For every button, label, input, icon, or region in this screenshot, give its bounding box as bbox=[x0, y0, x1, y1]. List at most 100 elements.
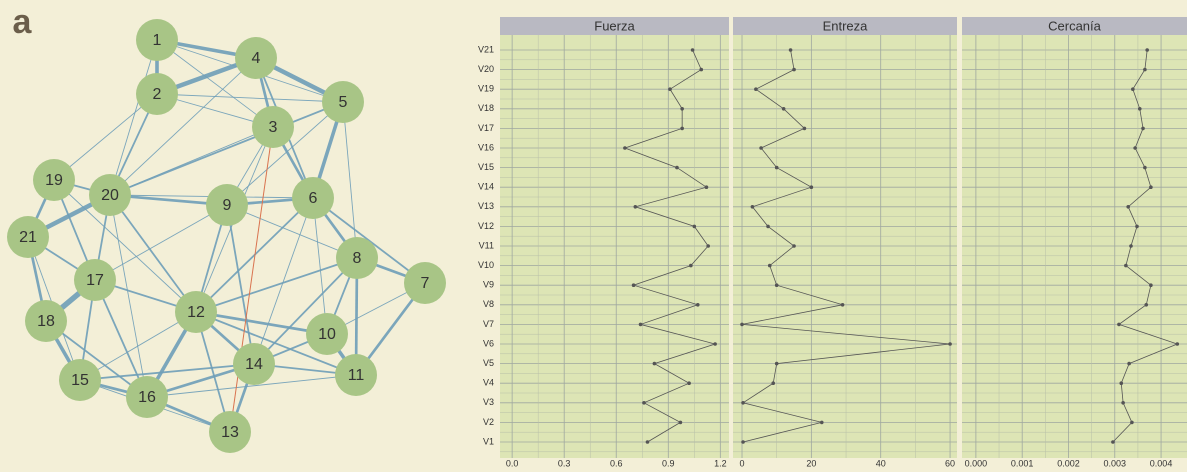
node bbox=[335, 354, 377, 396]
node-label: 11 bbox=[348, 367, 365, 384]
plot-area bbox=[500, 35, 729, 458]
node bbox=[7, 216, 49, 258]
point bbox=[1111, 440, 1115, 444]
node-label: 3 bbox=[269, 119, 278, 136]
node-label: 9 bbox=[223, 197, 232, 214]
node-label: 1 bbox=[153, 32, 162, 49]
x-tick-label: 0.3 bbox=[558, 458, 571, 468]
point bbox=[1121, 401, 1125, 405]
edge bbox=[195, 310, 328, 336]
x-tick-label: 0 bbox=[740, 458, 745, 468]
node-label: 18 bbox=[37, 313, 55, 330]
y-tick-label: V13 bbox=[478, 201, 494, 211]
edge bbox=[253, 257, 358, 365]
point bbox=[699, 67, 704, 72]
edge bbox=[53, 179, 197, 313]
node-label: 2 bbox=[153, 86, 162, 103]
point bbox=[623, 146, 627, 150]
node bbox=[235, 37, 277, 79]
point bbox=[642, 401, 646, 405]
point bbox=[645, 440, 650, 444]
point bbox=[819, 420, 824, 425]
node bbox=[25, 300, 67, 342]
point bbox=[690, 48, 695, 52]
node-label: 6 bbox=[309, 190, 318, 207]
point bbox=[689, 263, 693, 268]
x-tick-label: 60 bbox=[945, 458, 955, 468]
point bbox=[774, 361, 779, 366]
point bbox=[706, 244, 710, 248]
y-tick-label: V4 bbox=[483, 378, 494, 388]
point bbox=[792, 244, 796, 248]
point bbox=[1137, 107, 1142, 111]
edge bbox=[109, 194, 148, 398]
point bbox=[668, 87, 672, 91]
y-tick-label: V11 bbox=[479, 240, 494, 250]
x-tick-label: 0.001 bbox=[1011, 458, 1034, 468]
point bbox=[781, 107, 786, 111]
point bbox=[1144, 303, 1149, 307]
edge bbox=[342, 101, 358, 259]
edge bbox=[195, 311, 357, 376]
node-label: 7 bbox=[421, 275, 430, 292]
point bbox=[767, 263, 772, 268]
y-tick-label: V14 bbox=[478, 182, 494, 192]
point bbox=[1143, 67, 1147, 72]
point bbox=[1175, 342, 1180, 346]
x-tick-label: 0.6 bbox=[610, 458, 623, 468]
strip bbox=[500, 17, 729, 35]
node bbox=[59, 359, 101, 401]
point bbox=[1126, 205, 1131, 209]
point bbox=[1119, 381, 1124, 386]
edge bbox=[53, 93, 158, 181]
point bbox=[1143, 165, 1147, 170]
point bbox=[759, 146, 763, 150]
point bbox=[1117, 322, 1121, 327]
node-label: 12 bbox=[187, 304, 205, 321]
point bbox=[1149, 283, 1153, 288]
x-tick-label: 20 bbox=[806, 458, 816, 468]
node-label: 21 bbox=[19, 229, 37, 246]
edge bbox=[156, 39, 274, 128]
point bbox=[840, 303, 845, 307]
y-tick-label: V2 bbox=[483, 417, 494, 427]
point bbox=[675, 165, 679, 170]
point bbox=[754, 87, 758, 91]
node bbox=[233, 343, 275, 385]
edge bbox=[94, 204, 228, 281]
node-label: 5 bbox=[339, 94, 348, 111]
node bbox=[206, 184, 248, 226]
panel-title: Fuerza bbox=[594, 18, 635, 33]
y-tick-label: V3 bbox=[483, 397, 494, 407]
node-label: 15 bbox=[71, 372, 89, 389]
y-tick-label: V16 bbox=[478, 142, 494, 152]
x-tick-label: 0.004 bbox=[1150, 458, 1173, 468]
point bbox=[948, 342, 952, 346]
point bbox=[680, 126, 684, 131]
point bbox=[692, 224, 697, 229]
node-label: 10 bbox=[318, 326, 336, 343]
x-tick-label: 0.002 bbox=[1057, 458, 1080, 468]
node bbox=[33, 159, 75, 201]
y-tick-label: V6 bbox=[483, 338, 494, 348]
point bbox=[713, 342, 717, 346]
point bbox=[1131, 87, 1135, 91]
y-tick-label: V12 bbox=[478, 221, 494, 231]
node-label: 14 bbox=[245, 356, 263, 373]
node-label: 8 bbox=[353, 250, 362, 267]
node bbox=[126, 376, 168, 418]
point bbox=[792, 67, 796, 72]
edge bbox=[146, 374, 357, 398]
node-label: 16 bbox=[138, 389, 156, 406]
y-tick-label: V1 bbox=[483, 436, 494, 446]
point bbox=[638, 322, 643, 327]
y-tick-label: V7 bbox=[483, 319, 494, 329]
point bbox=[750, 205, 755, 209]
strip bbox=[733, 17, 957, 35]
node bbox=[322, 81, 364, 123]
edge bbox=[312, 197, 426, 284]
point bbox=[652, 361, 657, 366]
